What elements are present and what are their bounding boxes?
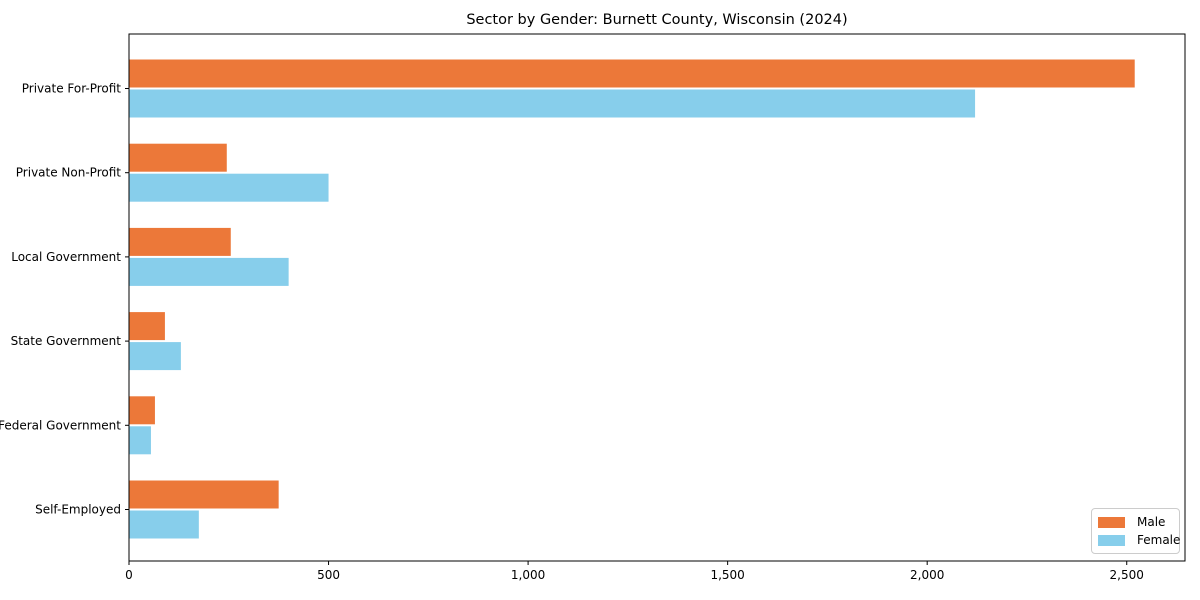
- bar-male-4: [129, 396, 155, 425]
- category-label: Private Non-Profit: [16, 166, 122, 180]
- legend-label-male: Male: [1137, 515, 1166, 529]
- bar-female-5: [129, 510, 199, 539]
- bar-female-1: [129, 173, 329, 202]
- category-label: State Government: [11, 334, 122, 348]
- x-tick-label: 0: [125, 568, 133, 582]
- legend-item-male: Male: [1098, 514, 1173, 530]
- plot-border: [128, 33, 1186, 562]
- bar-male-2: [129, 227, 231, 256]
- bar-male-3: [129, 312, 165, 341]
- x-tick-label: 1,000: [511, 568, 545, 582]
- category-label: Local Government: [11, 250, 121, 264]
- bar-female-3: [129, 342, 181, 371]
- category-label: Private For-Profit: [22, 82, 122, 96]
- category-label: Federal Government: [0, 418, 121, 432]
- bar-female-4: [129, 426, 151, 455]
- legend-label-female: Female: [1137, 533, 1181, 547]
- bar-male-5: [129, 480, 279, 509]
- bar-female-0: [129, 89, 976, 118]
- female-swatch: [1098, 534, 1125, 546]
- bar-male-1: [129, 143, 227, 172]
- x-tick-label: 2,000: [910, 568, 944, 582]
- legend-item-female: Female: [1098, 532, 1180, 548]
- category-label: Self-Employed: [35, 503, 121, 517]
- bar-female-2: [129, 257, 289, 286]
- x-tick-label: 1,500: [710, 568, 744, 582]
- x-tick-label: 500: [317, 568, 340, 582]
- male-swatch: [1098, 516, 1125, 528]
- bar-male-0: [129, 59, 1135, 88]
- chart-title: Sector by Gender: Burnett County, Wiscon…: [466, 12, 848, 28]
- x-tick-label: 2,500: [1110, 568, 1144, 582]
- legend: Male Female: [1091, 508, 1180, 554]
